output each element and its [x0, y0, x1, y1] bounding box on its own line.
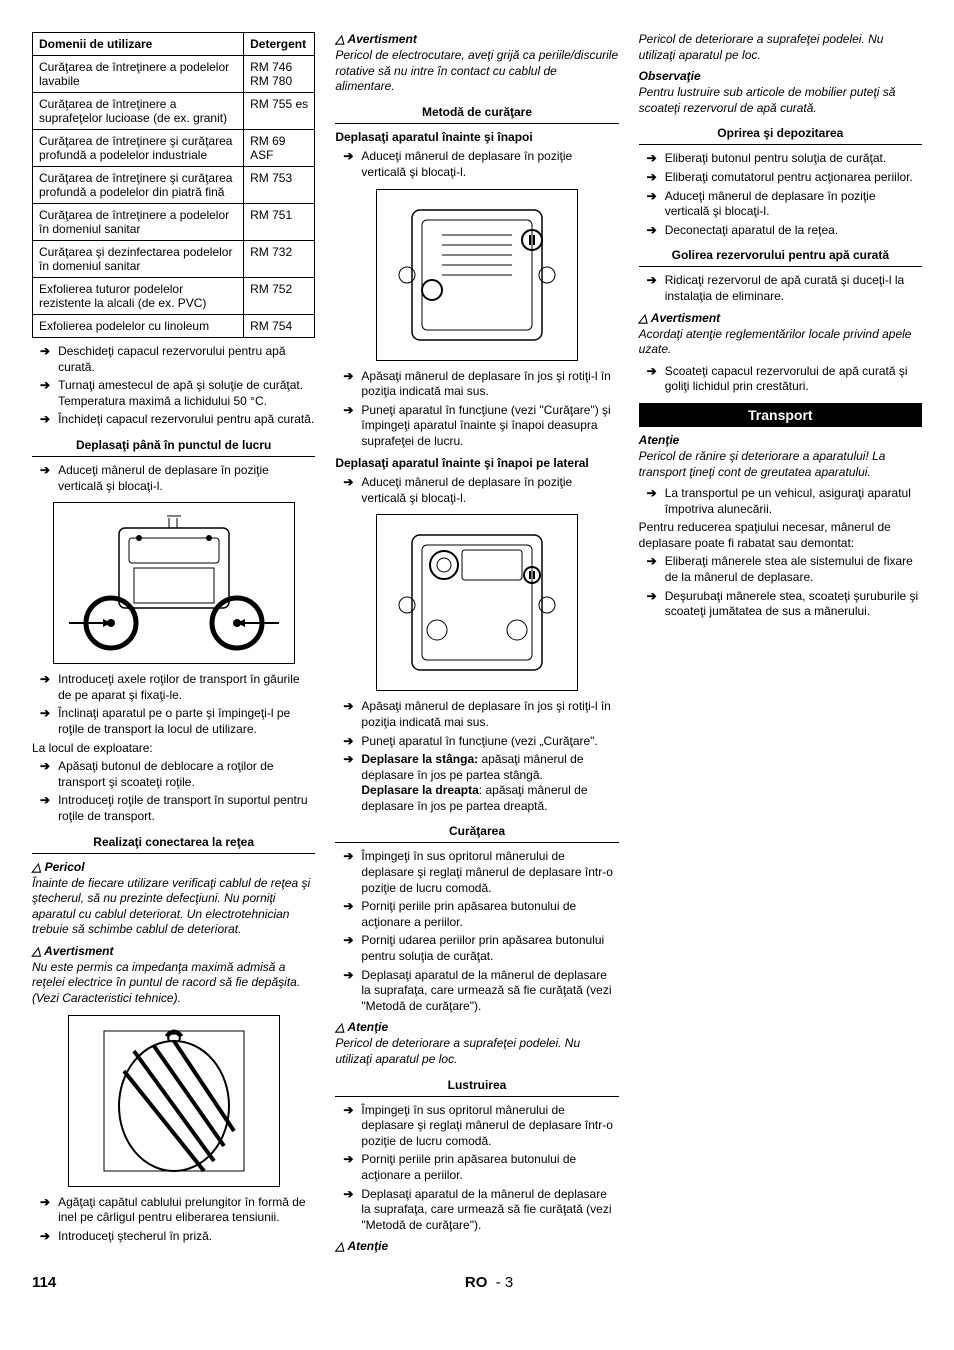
item: Apăsaţi butonul de deblocare a roţilor d…	[40, 759, 315, 790]
text: Nu este permis ca impedanţa maximă admis…	[32, 960, 315, 1007]
usage-table: Domenii de utilizare Detergent Curăţarea…	[32, 32, 315, 338]
item: Introduceţi ştecherul în priză.	[40, 1229, 315, 1245]
item: La transportul pe un vehicul, asiguraţi …	[647, 486, 922, 517]
cell: RM 754	[244, 315, 315, 338]
item: Închideţi capacul rezervorului pentru ap…	[40, 412, 315, 428]
item: Porniţi periile prin apăsarea butonului …	[343, 899, 618, 930]
section-metoda: Metodă de curăţare	[335, 103, 618, 124]
note-label: Observaţie	[639, 69, 922, 83]
item: Deschideţi capacul rezervorului pentru a…	[40, 344, 315, 375]
section-oprirea: Oprirea şi depozitarea	[639, 124, 922, 145]
lang-code: RO	[465, 1274, 488, 1291]
item: Ridicaţi rezervorul de apă curată şi duc…	[647, 273, 922, 304]
cell: RM 755 es	[244, 93, 315, 130]
cell: Curăţarea şi dezinfectarea podelelor în …	[33, 241, 244, 278]
item: Împingeţi în sus opritorul mânerului de …	[343, 1103, 618, 1150]
item: Înclinaţi aparatul pe o parte şi împinge…	[40, 706, 315, 737]
item: Aduceţi mânerul de deplasare în poziţie …	[40, 463, 315, 494]
section-lustruirea: Lustruirea	[335, 1076, 618, 1097]
figure-machine-top-2	[376, 514, 578, 691]
section-retea: Realizaţi conectarea la reţea	[32, 833, 315, 854]
item: Scoateţi capacul rezervorului de apă cur…	[647, 364, 922, 395]
text: Pentru lustruire sub articole de mobilie…	[639, 85, 922, 116]
item: Puneţi aparatul în funcţiune (vezi „Cură…	[343, 734, 618, 750]
cell: Curăţarea de întreţinere a suprafeţelor …	[33, 93, 244, 130]
warn-avertisment: Avertisment	[335, 32, 618, 46]
item: Deplasaţi aparatul de la mânerul de depl…	[343, 968, 618, 1015]
cell: Curăţarea de întreţinere şi curăţarea pr…	[33, 167, 244, 204]
item: Agăţaţi capătul cablului prelungitor în …	[40, 1195, 315, 1226]
cell: Curăţarea de întreţinere şi curăţarea pr…	[33, 130, 244, 167]
cell: Curăţarea de întreţinere a podelelor lav…	[33, 56, 244, 93]
text: La locul de exploatare:	[32, 741, 315, 757]
text: Acordaţi atenţie reglementărilor locale …	[639, 327, 922, 358]
section-curatarea: Curăţarea	[335, 822, 618, 843]
warn-avertisment: Avertisment	[639, 311, 922, 325]
item: Apăsaţi mânerul de deplasare în jos şi r…	[343, 699, 618, 730]
figure-machine-top-1	[376, 189, 578, 361]
text: Pentru reducerea spaţiului necesar, mâne…	[639, 520, 922, 551]
text: Înainte de fiecare utilizare verificaţi …	[32, 876, 315, 938]
item: Eliberaţi mânerele stea ale sistemului d…	[647, 554, 922, 585]
item: Deconectaţi aparatul de la reţea.	[647, 223, 922, 239]
item: Aduceţi mânerul de deplasare în poziţie …	[343, 475, 618, 506]
text: Pericol de electrocutare, aveţi grijă ca…	[335, 48, 618, 95]
item: Aduceţi mânerul de deplasare în poziţie …	[343, 149, 618, 180]
item: Introduceţi roţile de transport în supor…	[40, 793, 315, 824]
cell: RM 69 ASF	[244, 130, 315, 167]
cell: RM 752	[244, 278, 315, 315]
cell: RM 732	[244, 241, 315, 278]
warn-atentie: Atenţie	[335, 1020, 618, 1034]
item: Eliberaţi comutatorul pentru acţionarea …	[647, 170, 922, 186]
cell: Exfolierea tuturor podelelor rezistente …	[33, 278, 244, 315]
item: Apăsaţi mânerul de deplasare în jos şi r…	[343, 369, 618, 400]
warn-pericol: Pericol	[32, 860, 315, 874]
th-domain: Domenii de utilizare	[33, 33, 244, 56]
item: Deplasaţi aparatul de la mânerul de depl…	[343, 1187, 618, 1234]
item: Porniţi periile prin apăsarea butonului …	[343, 1152, 618, 1183]
text: Pericol de deteriorare a suprafeţei pode…	[335, 1036, 618, 1067]
item: Aduceţi mânerul de deplasare în poziţie …	[647, 189, 922, 220]
section-golirea: Golirea rezervorului pentru apă curată	[639, 246, 922, 267]
section-deplasati-lucru: Deplasaţi până în punctul de lucru	[32, 436, 315, 457]
sub-page: - 3	[496, 1274, 514, 1291]
item: Eliberaţi butonul pentru soluţia de cură…	[647, 151, 922, 167]
figure-cable-hook	[68, 1015, 280, 1187]
item: Deplasare la stânga: apăsaţi mânerul de …	[343, 752, 618, 814]
item: Deşurubaţi mânerele stea, scoateţi şurub…	[647, 589, 922, 620]
text: Pericol de rănire şi deteriorare a apara…	[639, 449, 922, 480]
warn-atentie: Atenţie	[639, 433, 922, 447]
cell: RM 753	[244, 167, 315, 204]
subheading: Deplasaţi aparatul înainte şi înapoi pe …	[335, 456, 618, 472]
th-detergent: Detergent	[244, 33, 315, 56]
cell: RM 751	[244, 204, 315, 241]
item: Turnaţi amestecul de apă şi soluţie de c…	[40, 378, 315, 409]
item: Puneţi aparatul în funcţiune (vezi "Cură…	[343, 403, 618, 450]
text: Pericol de deteriorare a suprafeţei pode…	[639, 32, 922, 63]
label: Deplasare la stânga:	[361, 752, 478, 766]
subheading: Deplasaţi aparatul înainte şi înapoi	[335, 130, 618, 146]
section-transport: Transport	[639, 403, 922, 427]
cell: Exfolierea podelelor cu linoleum	[33, 315, 244, 338]
page-footer: 114 RO - 3	[32, 1274, 922, 1291]
warn-avertisment: Avertisment	[32, 944, 315, 958]
cell: RM 746 RM 780	[244, 56, 315, 93]
cell: Curăţarea de întreţinere a podelelor în …	[33, 204, 244, 241]
page-number: 114	[32, 1274, 56, 1291]
item: Împingeţi în sus opritorul mânerului de …	[343, 849, 618, 896]
warn-atentie: Atenţie	[335, 1239, 618, 1253]
item: Porniţi udarea periilor prin apăsarea bu…	[343, 933, 618, 964]
figure-machine-wheels	[53, 502, 295, 664]
label: Deplasare la dreapta	[361, 783, 478, 797]
item: Introduceţi axele roţilor de transport î…	[40, 672, 315, 703]
